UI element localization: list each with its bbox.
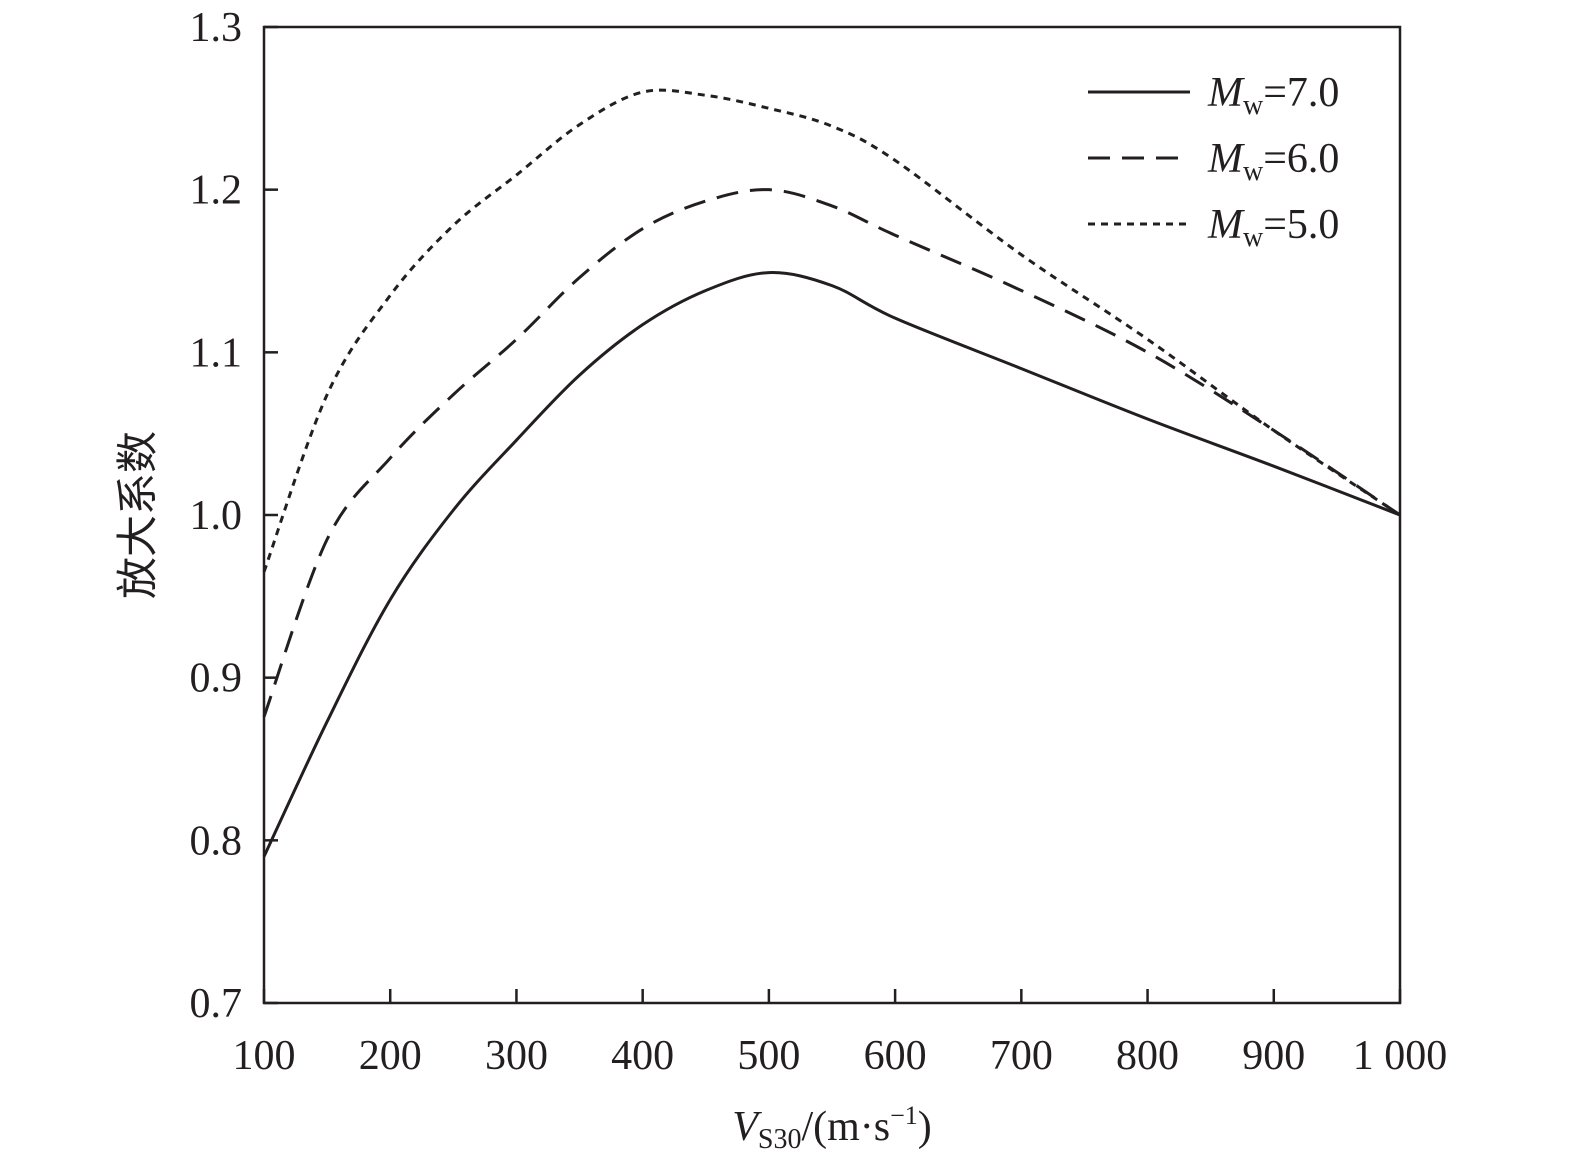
y-tick-label: 1.3 bbox=[190, 5, 243, 51]
y-tick-label: 1.0 bbox=[190, 493, 243, 539]
x-tick-label: 900 bbox=[1242, 1033, 1305, 1079]
x-tick-label: 800 bbox=[1116, 1033, 1179, 1079]
x-tick-label: 300 bbox=[485, 1033, 548, 1079]
y-tick-label: 0.9 bbox=[190, 656, 243, 702]
legend-label: Mw=6.0 bbox=[1207, 136, 1339, 187]
legend-label: Mw=7.0 bbox=[1207, 70, 1339, 121]
x-tick-label: 1 000 bbox=[1353, 1033, 1448, 1079]
x-tick-label: 400 bbox=[611, 1033, 674, 1079]
y-tick-label: 1.2 bbox=[190, 168, 243, 214]
series-line-Mw=7.0 bbox=[262, 271, 1401, 858]
x-tick-label: 500 bbox=[737, 1033, 800, 1079]
x-tick-label: 600 bbox=[864, 1033, 927, 1079]
y-tick-label: 1.1 bbox=[190, 330, 243, 376]
legend-label: Mw=5.0 bbox=[1207, 202, 1339, 253]
y-tick-label: 0.8 bbox=[190, 818, 243, 864]
x-tick-label: 100 bbox=[233, 1033, 296, 1079]
x-tick-label: 700 bbox=[990, 1033, 1053, 1079]
x-tick-label: 200 bbox=[359, 1033, 422, 1079]
y-tick-label: 0.7 bbox=[190, 981, 243, 1027]
series-line-Mw=6.0 bbox=[262, 188, 1401, 718]
x-axis-label: VS30/(m·s−1) bbox=[732, 1101, 932, 1155]
y-axis-label: 放大系数 bbox=[113, 431, 162, 599]
